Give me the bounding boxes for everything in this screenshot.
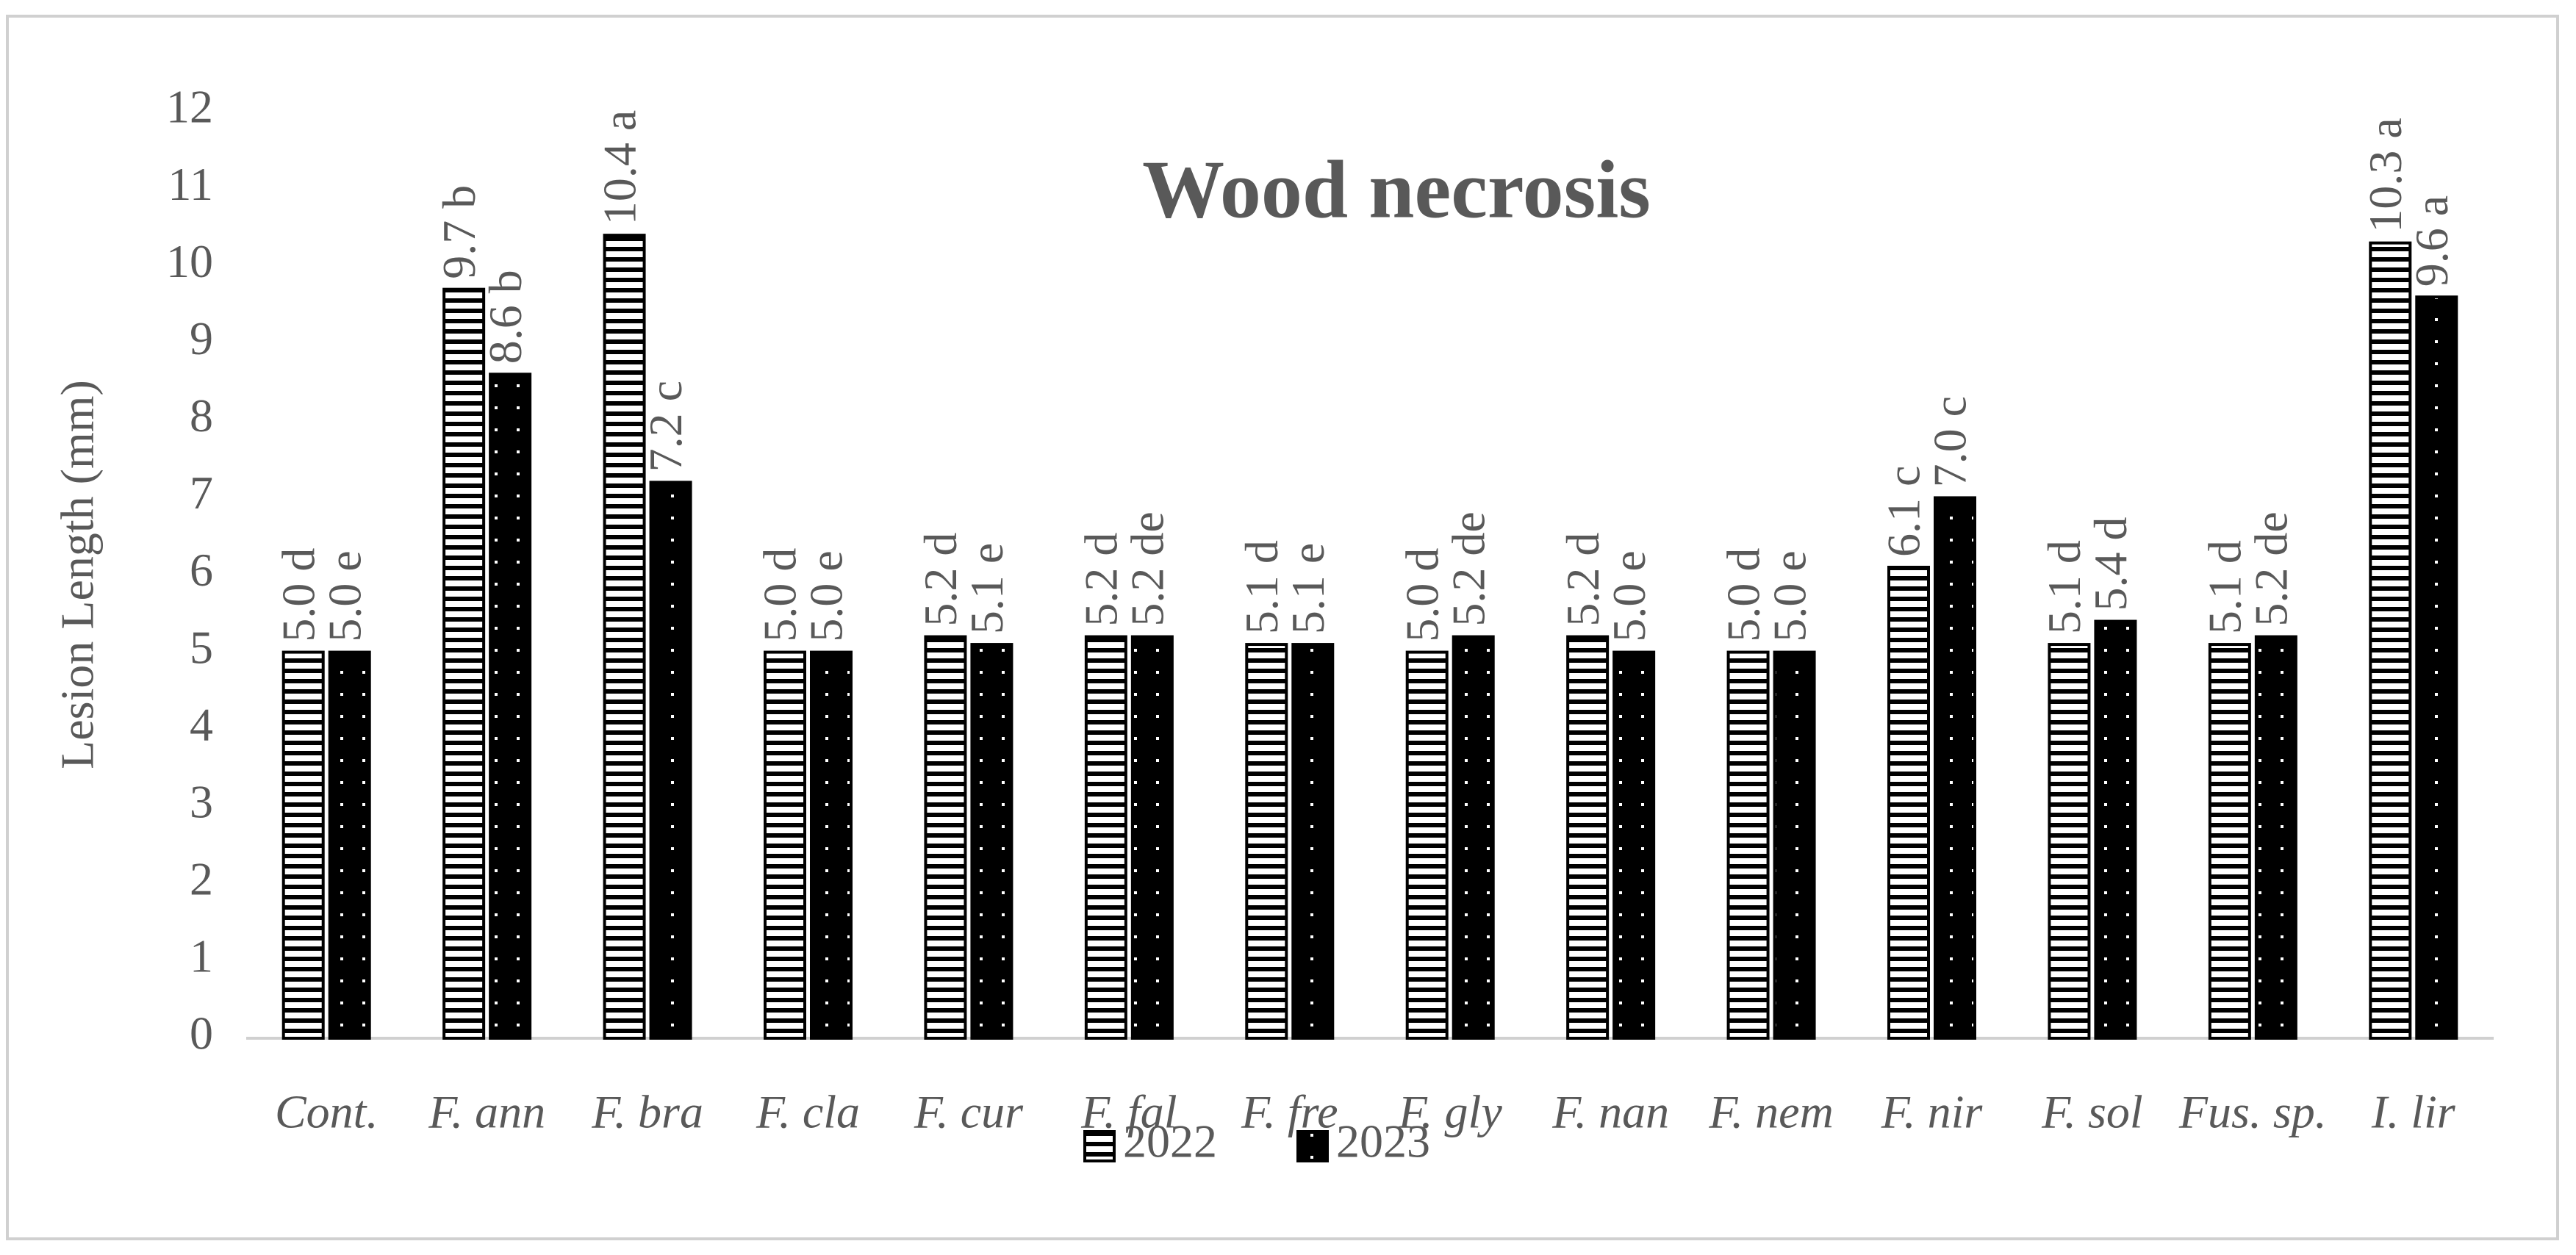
chart-title: Wood necrosis <box>1142 145 1651 236</box>
bar <box>810 650 853 1040</box>
value-label: 7.0 c <box>1924 396 1976 487</box>
value-label: 8.6 b <box>479 270 531 364</box>
value-label: 5.1 e <box>1282 543 1334 634</box>
y-tick-label: 2 <box>190 853 213 905</box>
y-tick-label: 7 <box>190 467 213 519</box>
x-tick-label: F. fal <box>1080 1086 1177 1138</box>
bar <box>1726 650 1770 1040</box>
bar <box>1887 565 1930 1040</box>
y-tick-label: 10 <box>166 235 213 287</box>
bar <box>603 234 646 1040</box>
y-tick-label: 0 <box>190 1007 213 1060</box>
value-label: 5.2 de <box>1442 511 1494 626</box>
value-label: 5.2 d <box>1557 533 1609 627</box>
x-tick-label: F. nan <box>1551 1086 1669 1138</box>
bar <box>1452 635 1495 1040</box>
value-label: 5.0 e <box>800 550 853 641</box>
bar <box>1566 635 1610 1040</box>
value-label: 7.2 c <box>639 381 692 472</box>
y-tick-label: 8 <box>190 389 213 442</box>
bar <box>2369 241 2412 1040</box>
x-tick-label: F. nir <box>1881 1086 1984 1138</box>
x-tick-label: F. sol <box>2041 1086 2143 1138</box>
x-tick-label: Cont. <box>275 1086 378 1138</box>
x-tick-label: F. bra <box>591 1086 703 1138</box>
value-label: 5.0 e <box>318 550 370 641</box>
x-tick-label: F. nem <box>1708 1086 1833 1138</box>
bar <box>1245 643 1288 1040</box>
value-label: 5.1 e <box>961 543 1013 634</box>
bar <box>1773 650 1816 1040</box>
legend-label: 2023 <box>1336 1115 1430 1168</box>
value-label: 5.2 de <box>2245 511 2297 626</box>
bar <box>281 650 325 1040</box>
bar <box>1291 643 1335 1040</box>
y-axis-label: Lesion Length (mm) <box>51 380 104 769</box>
bar <box>1405 650 1449 1040</box>
y-tick-label: 1 <box>190 930 213 982</box>
bar <box>764 650 806 1040</box>
value-label: 9.7 b <box>433 185 485 279</box>
bar <box>2208 643 2251 1040</box>
y-tick-label: 6 <box>190 544 213 596</box>
value-label: 10.4 a <box>593 110 645 225</box>
value-label: 5.1 d <box>1235 540 1288 634</box>
bar <box>328 650 371 1040</box>
bar <box>924 635 967 1040</box>
legend-label: 2022 <box>1123 1115 1217 1168</box>
value-label: 5.0 d <box>1396 548 1448 642</box>
bar <box>1084 635 1127 1040</box>
y-tick-label: 3 <box>190 775 213 827</box>
bar <box>2048 643 2091 1040</box>
bar <box>2415 295 2458 1040</box>
value-label: 5.0 d <box>754 548 806 642</box>
y-tick-label: 9 <box>190 312 213 364</box>
bar <box>489 373 532 1040</box>
value-label: 5.1 d <box>2038 540 2090 634</box>
value-label: 5.2 de <box>1122 511 1174 626</box>
x-tick-label: F. ann <box>428 1086 545 1138</box>
y-tick-label: 12 <box>166 81 213 133</box>
value-label: 5.0 e <box>1603 550 1655 641</box>
bar <box>1612 650 1656 1040</box>
x-tick-label: F. cla <box>756 1086 860 1138</box>
bar <box>442 287 486 1040</box>
x-tick-label: F. gly <box>1398 1086 1503 1138</box>
value-label: 5.0 d <box>1717 548 1769 642</box>
value-label: 5.0 e <box>1763 550 1815 641</box>
value-label: 6.1 c <box>1878 466 1930 557</box>
bar <box>2254 635 2297 1040</box>
bar <box>1934 496 1976 1040</box>
value-label: 9.6 a <box>2405 195 2458 287</box>
x-tick-label: I. lir <box>2371 1086 2456 1138</box>
value-label: 5.2 d <box>914 533 966 627</box>
y-tick-label: 11 <box>168 158 213 210</box>
bar <box>970 643 1013 1040</box>
value-label: 5.4 d <box>2084 517 2136 611</box>
y-tick-label: 5 <box>190 621 213 673</box>
bar <box>2094 619 2137 1040</box>
y-tick-label: 4 <box>190 698 213 750</box>
bar <box>1130 635 1174 1040</box>
bar <box>649 481 692 1040</box>
x-tick-label: F. cur <box>914 1086 1024 1138</box>
x-tick-label: Fus. sp. <box>2178 1086 2327 1138</box>
value-label: 5.1 d <box>2199 540 2251 634</box>
value-label: 5.0 d <box>272 548 324 642</box>
value-label: 5.2 d <box>1075 533 1127 627</box>
x-tick-label: F. fre <box>1241 1086 1338 1138</box>
legend-swatch <box>1083 1130 1116 1162</box>
legend-swatch <box>1296 1130 1329 1162</box>
value-label: 10.3 a <box>2359 118 2411 232</box>
